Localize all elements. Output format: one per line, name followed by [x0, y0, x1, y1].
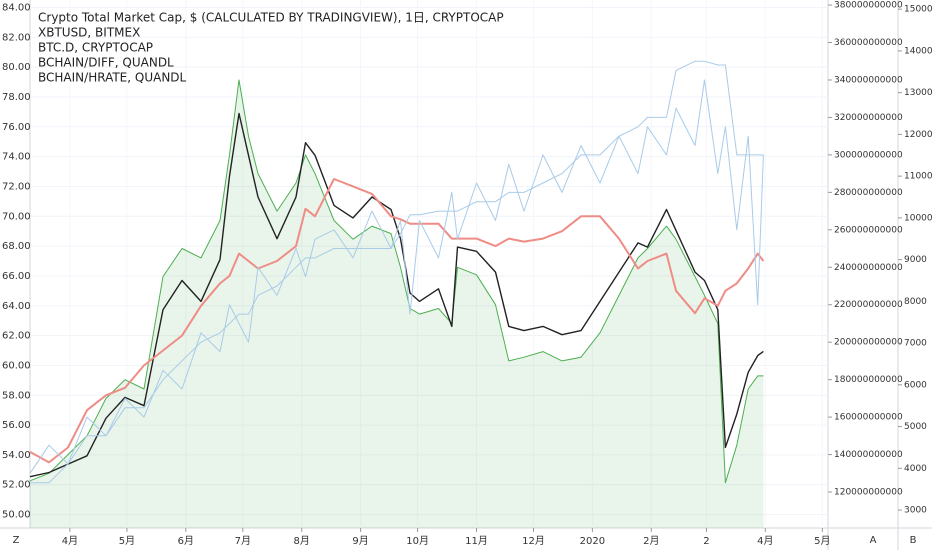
y-tick-label: 60.00: [2, 360, 31, 371]
series-line: [29, 112, 764, 478]
y-tick-label: 56.00: [2, 420, 31, 431]
x-tick-label: 5月: [119, 535, 135, 547]
y2-tick-label: 380000000000: [834, 1, 903, 11]
y3-tick-label: 12000: [904, 130, 932, 140]
y2-tick-label: 360000000000: [834, 38, 903, 48]
y3-tick-label: 9000: [904, 255, 927, 265]
y3-tick-label: 3000: [904, 506, 927, 516]
x-tick-label: 4月: [757, 535, 773, 547]
legend-entry: Crypto Total Market Cap, $ (CALCULATED B…: [38, 11, 504, 25]
y2-tick-label: 200000000000: [834, 338, 903, 348]
y2-tick-label: 120000000000: [834, 488, 903, 498]
y3-tick-label: 15000: [904, 5, 932, 15]
x-tick-label: 2月: [643, 535, 659, 547]
corner-label: Z: [13, 535, 20, 546]
y-tick-label: 82.00: [2, 32, 31, 43]
y2-tick-label: 240000000000: [834, 263, 903, 273]
y3-tick-label: 14000: [904, 46, 932, 56]
y2-tick-label: 320000000000: [834, 113, 903, 123]
x-tick-label: 9月: [352, 535, 368, 547]
y2-tick-label: 280000000000: [834, 188, 903, 198]
legend-entry: BCHAIN/DIFF, QUANDL: [38, 56, 174, 70]
x-tick-label: 8月: [294, 535, 310, 547]
x-tick-label: 6月: [178, 535, 194, 547]
series-line: [30, 60, 764, 484]
y-tick-label: 80.00: [2, 62, 31, 73]
y2-tick-label: 340000000000: [834, 75, 903, 85]
legend: Crypto Total Market Cap, $ (CALCULATED B…: [38, 11, 504, 85]
x-tick-label: 10月: [406, 535, 429, 547]
y2-tick-label: 160000000000: [834, 413, 903, 423]
y-tick-label: 64.00: [2, 301, 31, 312]
y-tick-label: 78.00: [2, 92, 31, 103]
x-tick-label: 2: [703, 536, 709, 547]
y3-tick-label: 11000: [904, 172, 932, 182]
y-tick-label: 70.00: [2, 211, 31, 222]
series-line: [29, 79, 764, 484]
area: [30, 80, 764, 528]
x-tick-label: 5月: [814, 535, 830, 547]
y3-tick-label: 5000: [904, 422, 927, 432]
y-tick-label: 66.00: [2, 271, 31, 282]
grid: [30, 0, 828, 528]
y2-tick-label: 220000000000: [834, 300, 903, 310]
y3-tick-label: 13000: [904, 88, 932, 98]
plot-area: [29, 60, 765, 528]
series-line: [29, 178, 765, 464]
y-tick-label: 68.00: [2, 241, 31, 252]
y3-tick-label: 6000: [904, 380, 927, 390]
legend-entry: XBTUSD, BITMEX: [38, 26, 140, 40]
x-tick-label: 2020: [580, 536, 605, 547]
y2-tick-label: 180000000000: [834, 375, 903, 385]
y3-tick-label: 10000: [904, 213, 932, 223]
x-tick-label: 4月: [62, 535, 78, 547]
legend-entry: BTC.D, CRYPTOCAP: [38, 41, 153, 55]
y2-tick-label: 300000000000: [834, 150, 903, 160]
y-tick-label: 58.00: [2, 390, 31, 401]
y-tick-label: 62.00: [2, 331, 31, 342]
y3-tick-label: 4000: [904, 464, 927, 474]
x-tick-label: 7月: [235, 535, 251, 547]
y3-tick-label: 8000: [904, 297, 927, 307]
x-tick-label: 12月: [522, 535, 545, 547]
y-tick-label: 72.00: [2, 181, 31, 192]
y3-tick-label: 7000: [904, 339, 927, 349]
y-tick-label: 74.00: [2, 152, 31, 163]
y-tick-label: 52.00: [2, 480, 31, 491]
x-tick-label: 11月: [465, 535, 488, 547]
legend-entry: BCHAIN/HRATE, QUANDL: [38, 71, 187, 85]
y-tick-label: 84.00: [2, 2, 31, 13]
corner-label: B: [910, 535, 917, 546]
y-tick-label: 54.00: [2, 450, 31, 461]
y2-tick-label: 260000000000: [834, 225, 903, 235]
y2-tick-label: 140000000000: [834, 450, 903, 460]
corner-label: A: [870, 535, 877, 546]
y-tick-label: 76.00: [2, 122, 31, 133]
y-tick-label: 50.00: [2, 510, 31, 521]
series-line: [29, 79, 764, 474]
